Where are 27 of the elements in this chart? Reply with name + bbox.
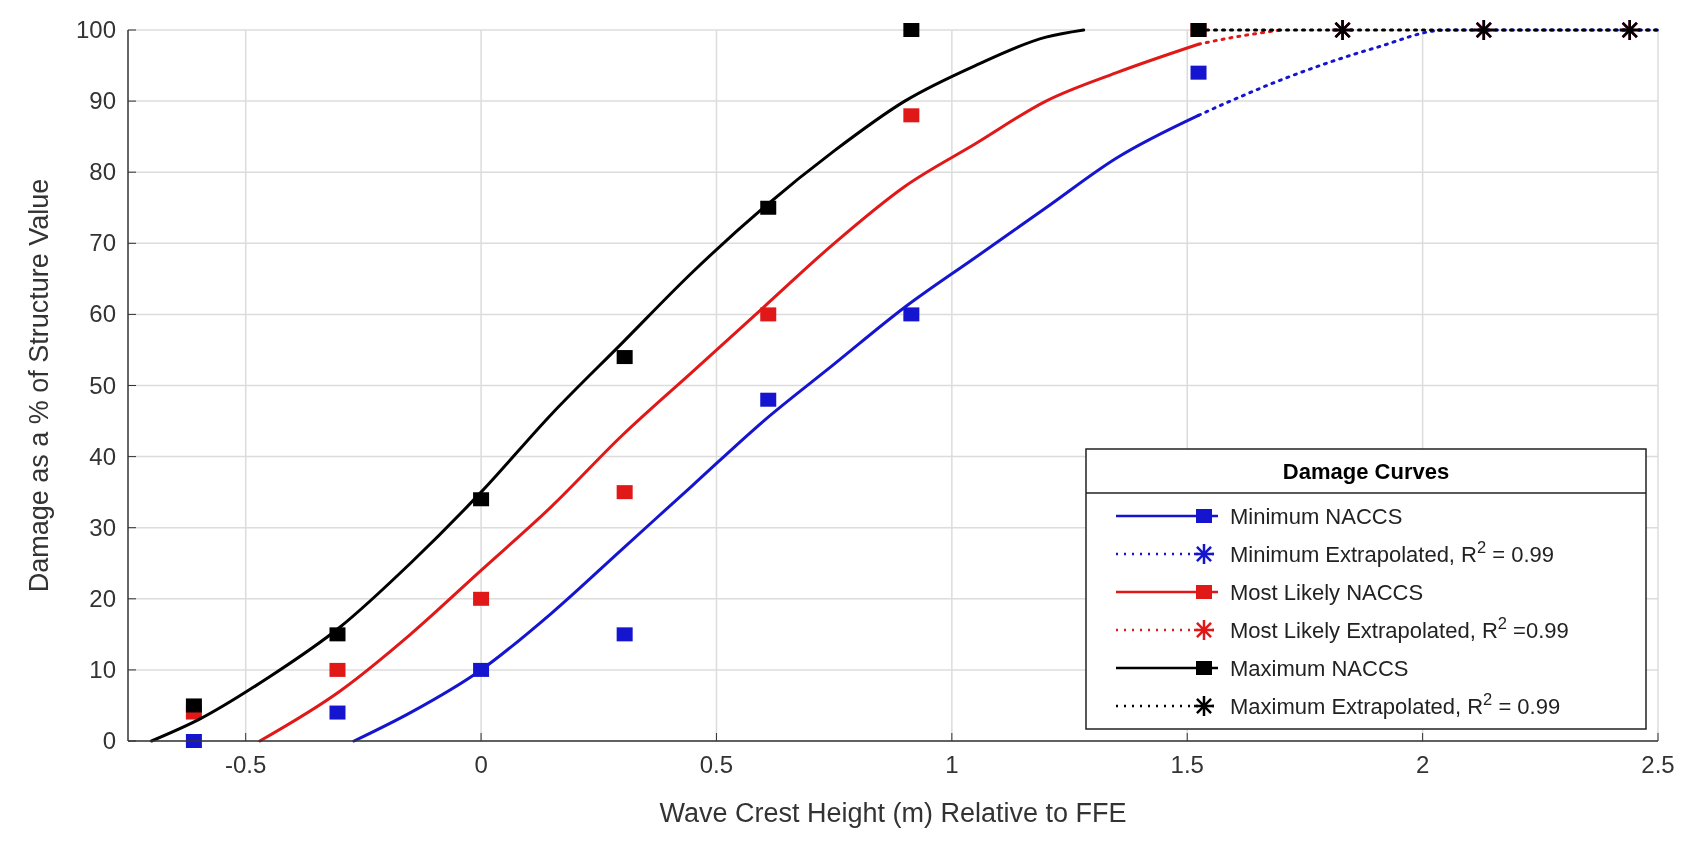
x-tick-label: 2 <box>1415 751 1430 778</box>
x-tick-label: 0.5 <box>699 751 734 778</box>
x-tick-label: 1 <box>945 751 959 778</box>
legend-label: Minimum Extrapolated, R$^{2}$ = 0.99 <box>1230 538 1555 567</box>
y-tick-label: 10 <box>89 655 116 683</box>
y-tick-label: 100 <box>75 16 116 43</box>
x-tick-label: 0 <box>474 751 488 778</box>
legend-label: Most Likely Extrapolated, R$^{2}$ =0.99 <box>1230 614 1569 643</box>
y-tick-label: 20 <box>89 584 116 612</box>
legend-label: Maximum Extrapolated, R$^{2}$ = 0.99 <box>1230 690 1561 719</box>
legend-label: Maximum NACCS <box>1230 656 1409 681</box>
y-tick-label: 40 <box>89 442 116 470</box>
y-tick-label: 70 <box>89 229 116 257</box>
y-tick-label: 0 <box>102 727 116 754</box>
y-tick-label: 90 <box>89 87 116 115</box>
y-tick-label: 60 <box>89 300 116 328</box>
y-tick-label: 30 <box>89 513 116 541</box>
x-tick-label: -0.5 <box>225 751 267 778</box>
legend-title: Damage Curves <box>1282 459 1450 484</box>
legend-label: Most Likely NACCS <box>1230 580 1424 605</box>
x-tick-label: 2.5 <box>1641 751 1675 778</box>
x-tick-label: 1.5 <box>1170 751 1204 778</box>
y-tick-label: 50 <box>89 371 116 399</box>
y-tick-label: 80 <box>89 158 116 186</box>
x-axis-title: Wave Crest Height (m) Relative to FFE <box>659 798 1127 828</box>
legend-label: Minimum NACCS <box>1230 504 1403 529</box>
y-axis-title: Damage as a % of Structure Value <box>24 178 54 593</box>
